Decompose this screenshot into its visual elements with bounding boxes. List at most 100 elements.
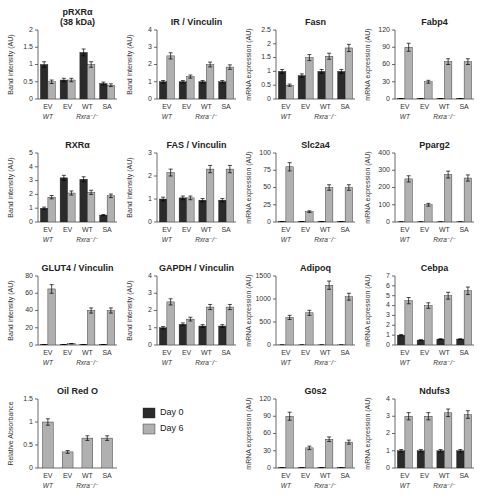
x-tick-label: EV <box>281 472 291 479</box>
x-tick-label: WT <box>320 472 332 479</box>
error-cap <box>169 169 173 170</box>
bar <box>199 200 207 222</box>
error-bar <box>280 467 284 468</box>
error-bar <box>327 281 331 289</box>
error-bar <box>399 221 403 222</box>
error-cap <box>407 175 411 176</box>
bar <box>40 344 48 345</box>
error-cap <box>300 221 304 222</box>
chart-title: Cebpa <box>421 263 450 273</box>
error-bar <box>69 78 73 81</box>
error-bar <box>201 325 205 328</box>
error-bar <box>407 176 411 182</box>
error-cap <box>288 315 292 316</box>
error-cap <box>327 190 331 191</box>
bar <box>464 415 472 468</box>
group-label: WT <box>400 482 411 489</box>
y-tick-label: 1500 <box>255 272 271 279</box>
y-tick-label: 4 <box>386 301 390 308</box>
error-cap <box>320 467 324 468</box>
y-tick <box>392 335 395 336</box>
error-bar <box>466 287 470 294</box>
group-label: Rxra⁻/⁻ <box>195 113 217 120</box>
x-tick-label: SA <box>459 472 469 479</box>
error-cap <box>439 338 443 339</box>
bar-chart: Ndufs301234mRNA expression (AU)EVEVWTSAW… <box>364 386 474 489</box>
error-cap <box>466 58 470 59</box>
error-cap <box>327 289 331 290</box>
error-cap <box>407 303 411 304</box>
error-cap <box>161 326 165 327</box>
error-bar <box>419 339 423 341</box>
error-cap <box>109 313 113 314</box>
bar <box>40 208 48 222</box>
error-bar <box>50 80 54 83</box>
y-tick-label: 20 <box>25 324 33 331</box>
y-tick <box>35 30 38 31</box>
error-bar <box>220 81 224 83</box>
bar <box>167 302 175 345</box>
error-bar <box>446 59 450 65</box>
y-axis-label: mRNA expression (AU) <box>245 274 253 346</box>
x-tick-label: EV <box>400 349 410 356</box>
x-tick-label: WT <box>439 472 451 479</box>
bar <box>206 65 214 100</box>
x-tick-label: EV <box>281 349 291 356</box>
error-cap <box>109 307 113 308</box>
y-tick <box>35 180 38 181</box>
error-bar <box>208 62 212 67</box>
legend-swatch <box>143 408 155 418</box>
x-tick-label: EV <box>43 226 53 233</box>
error-cap <box>419 221 423 222</box>
error-bar <box>458 221 462 222</box>
y-tick-label: 2 <box>386 429 390 436</box>
y-tick-label: 50 <box>263 183 271 190</box>
group-label: Rxra⁻/⁻ <box>314 482 336 489</box>
group-label: Rxra⁻/⁻ <box>314 113 336 120</box>
error-cap <box>320 221 324 222</box>
error-cap <box>327 184 331 185</box>
y-tick <box>273 450 276 451</box>
error-cap <box>169 304 173 305</box>
y-tick <box>35 310 38 311</box>
error-bar <box>439 338 443 340</box>
error-cap <box>419 98 423 99</box>
error-bar <box>50 196 54 199</box>
x-tick-label: EV <box>420 226 430 233</box>
error-cap <box>82 176 86 177</box>
error-cap <box>407 297 411 298</box>
figure: pRXRα(38 kDa)00.511.52Band intensity (AU… <box>0 0 484 500</box>
error-cap <box>50 83 54 84</box>
error-line <box>83 177 84 182</box>
error-bar <box>419 221 423 222</box>
error-cap <box>300 467 304 468</box>
group-label: WT <box>281 236 292 243</box>
error-cap <box>220 324 224 325</box>
bar <box>425 306 433 345</box>
x-tick-label: SA <box>340 226 350 233</box>
error-cap <box>407 43 411 44</box>
error-bar <box>62 78 66 81</box>
error-bar <box>419 98 423 99</box>
error-bar <box>188 317 192 321</box>
error-bar <box>446 292 450 299</box>
error-cap <box>439 221 443 222</box>
bar <box>107 311 115 346</box>
y-tick <box>154 310 157 311</box>
y-tick <box>273 57 276 58</box>
error-cap <box>399 221 403 222</box>
error-cap <box>339 344 343 345</box>
x-tick-label: EV <box>420 472 430 479</box>
x-tick-label: SA <box>459 226 469 233</box>
bar-chart: Cebpa01234567mRNA expression (AU)EVEVWTS… <box>364 263 474 366</box>
error-cap <box>288 170 292 171</box>
error-cap <box>208 66 212 67</box>
bar <box>464 62 472 99</box>
error-line <box>229 65 230 69</box>
y-tick-label: 0 <box>386 464 390 471</box>
error-cap <box>419 449 423 450</box>
y-tick <box>273 187 276 188</box>
y-tick-label: 2 <box>148 306 152 313</box>
error-bar <box>109 84 113 87</box>
bar <box>437 451 445 468</box>
